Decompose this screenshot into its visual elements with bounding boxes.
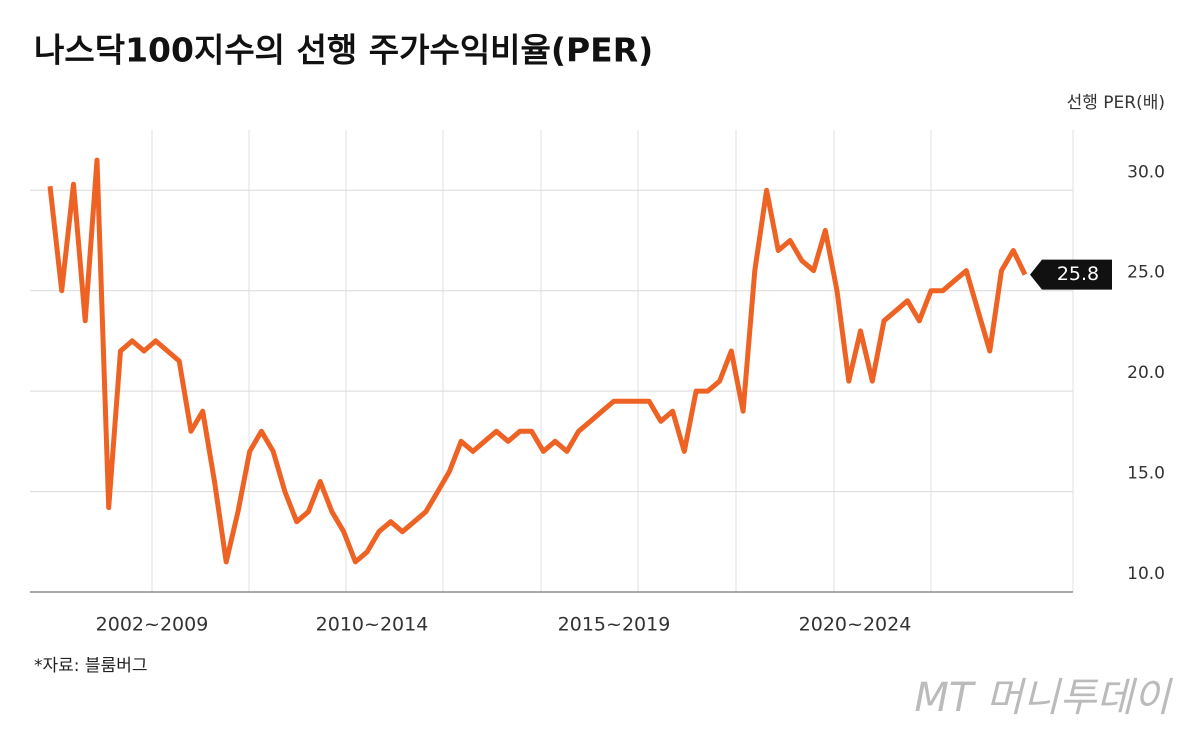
y-tick-label: 10.0 — [1127, 564, 1165, 584]
watermark: MT 머니투데이 — [914, 675, 1173, 721]
x-tick-label: 2010~2014 — [316, 614, 429, 636]
x-tick-label: 2015~2019 — [558, 614, 671, 636]
end-callout — [1030, 259, 1112, 290]
end-value-label: 25.8 — [1057, 263, 1099, 285]
y-tick-label: 25.0 — [1127, 263, 1165, 283]
source: *자료: 블룸버그 — [34, 656, 147, 676]
y-tick-label: 30.0 — [1127, 162, 1165, 182]
dividers — [151, 130, 1074, 592]
y-tick-label: 20.0 — [1127, 363, 1165, 383]
y-tick-label: 15.0 — [1127, 464, 1165, 484]
line — [47, 157, 1028, 565]
x-tick-label: 2002~2009 — [96, 614, 209, 636]
y-axis-label: 선행 PER(배) — [1067, 93, 1165, 113]
chart-title: 나스닥100지수의 선행 주가수익비율(PER) — [34, 31, 653, 70]
x-tick-label: 2020~2024 — [799, 614, 912, 636]
